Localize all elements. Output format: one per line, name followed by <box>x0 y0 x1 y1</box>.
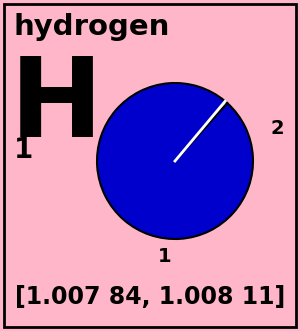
Text: 1: 1 <box>158 247 172 266</box>
Wedge shape <box>97 83 253 239</box>
Text: hydrogen: hydrogen <box>14 13 170 41</box>
Text: 2: 2 <box>271 119 285 138</box>
Text: [1.007 84, 1.008 11]: [1.007 84, 1.008 11] <box>15 285 285 309</box>
Text: H: H <box>10 53 103 160</box>
Wedge shape <box>175 101 227 161</box>
Text: 1: 1 <box>14 136 33 164</box>
